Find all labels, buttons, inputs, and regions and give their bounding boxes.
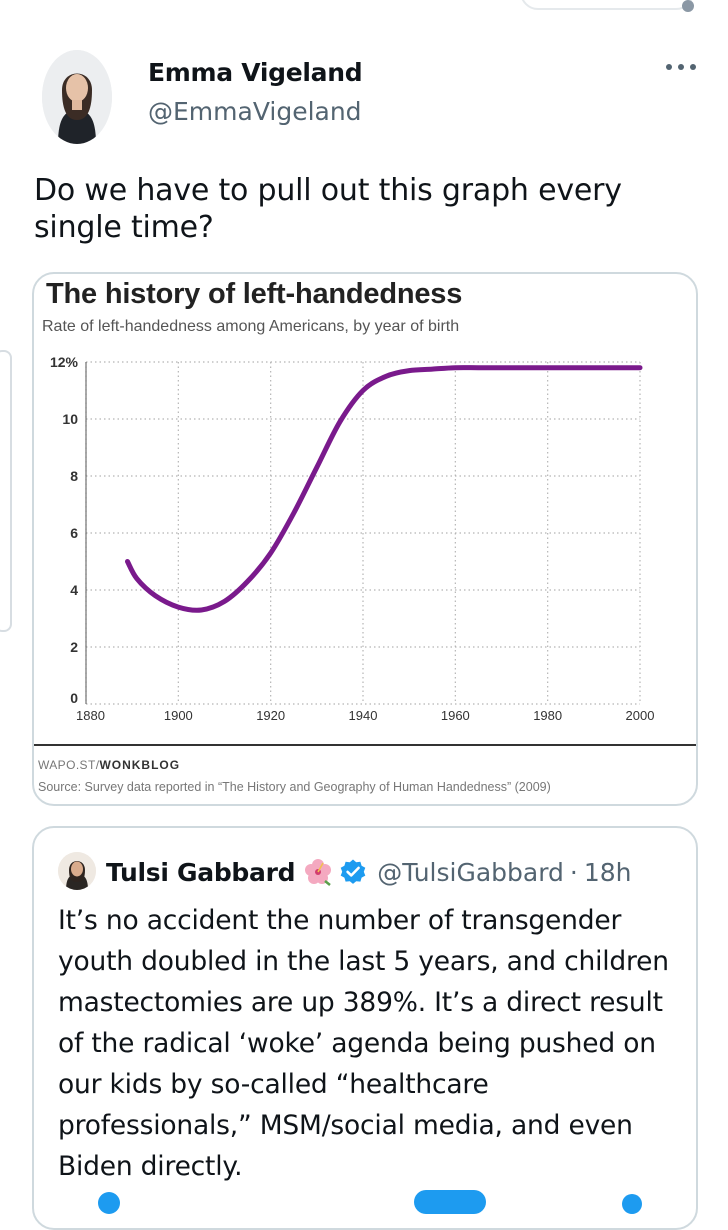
chart-credit-bold: WONKBLOG — [99, 758, 181, 772]
author-avatar[interactable] — [42, 50, 112, 144]
chart-x-tick-label: 1880 — [76, 708, 105, 723]
quoted-avatar-image — [58, 852, 96, 890]
ellipsis-icon[interactable] — [666, 62, 696, 72]
chart-series-line — [125, 365, 643, 613]
chart-x-tick-label: 1940 — [349, 708, 378, 723]
quoted-tweet[interactable]: Tulsi Gabbard @TulsiGabbard — [32, 826, 698, 1230]
quoted-author-name[interactable]: Tulsi Gabbard — [106, 857, 296, 887]
chart-credit: WAPO.ST/WONKBLOG — [38, 758, 180, 772]
scroll-indicator-dot — [682, 0, 694, 12]
chart-title: The history of left-handedness — [46, 278, 463, 310]
chart-y-tick-label: 2 — [70, 639, 78, 655]
chart-x-tick-label: 1960 — [441, 708, 470, 723]
chart-x-tick-label: 2000 — [626, 708, 655, 723]
quoted-timestamp[interactable]: 18h — [583, 857, 632, 887]
chart-y-tick-label: 0 — [70, 690, 78, 706]
chart-x-tick-label: 1900 — [164, 708, 193, 723]
quoted-tweet-header: Tulsi Gabbard @TulsiGabbard — [106, 852, 632, 892]
chart-source: Source: Survey data reported in “The His… — [38, 780, 551, 794]
chart-y-tick-label: 6 — [70, 525, 78, 541]
quoted-author-handle[interactable]: @TulsiGabbard — [377, 857, 564, 887]
hibiscus-icon — [303, 857, 333, 887]
chart-y-tick-label: 12% — [50, 354, 79, 370]
avatar-image — [42, 50, 112, 144]
tweet-text: Do we have to pull out this graph every … — [34, 173, 622, 245]
chart-plot: 0 2 4 6 8 10 12% 1880 1900 1920 1940 1960 1980 2000 — [50, 354, 655, 723]
verified-badge-icon — [339, 858, 367, 886]
chart-y-tick-label: 10 — [62, 411, 78, 427]
bottom-action-fragment[interactable] — [414, 1190, 486, 1214]
bottom-action-fragment[interactable] — [98, 1192, 120, 1214]
bottom-action-fragment[interactable] — [622, 1194, 642, 1214]
chart-credit-prefix: WAPO.ST/ — [38, 758, 100, 772]
chart-subtitle: Rate of left-handedness among Americans,… — [42, 318, 460, 335]
chart-x-tick-label: 1920 — [256, 708, 285, 723]
author-name[interactable]: Emma Vigeland — [148, 58, 363, 87]
chart-y-tick-label: 8 — [70, 468, 78, 484]
author-handle[interactable]: @EmmaVigeland — [148, 97, 362, 126]
quoted-author-avatar[interactable] — [58, 852, 96, 890]
chart-x-tick-label: 1980 — [533, 708, 562, 723]
header-separator: · — [569, 857, 578, 887]
top-pill-fragment[interactable] — [520, 0, 694, 10]
tweet-media-chart[interactable]: The history of left-handedness Rate of l… — [32, 272, 698, 806]
chart-divider — [34, 744, 696, 746]
chart-y-tick-label: 4 — [70, 582, 78, 598]
quoted-tweet-text: It’s no accident the number of transgend… — [58, 905, 669, 1182]
side-pull-tab[interactable] — [0, 350, 12, 632]
